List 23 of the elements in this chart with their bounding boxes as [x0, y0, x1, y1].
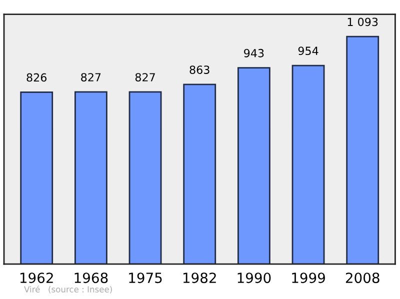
text: Viré	[24, 286, 40, 292]
data-label: 1 093	[348, 18, 378, 26]
data-label: 863	[190, 66, 210, 74]
bar	[183, 84, 216, 264]
x-tick-label: 1982	[183, 272, 216, 284]
x-tick-label: 2008	[346, 272, 380, 284]
bar	[237, 67, 270, 264]
data-label: 943	[244, 48, 264, 58]
bar	[74, 91, 108, 264]
bar	[292, 64, 325, 264]
text: (source : Insee)	[48, 286, 112, 294]
x-tick-label: 1968	[74, 272, 108, 284]
x-tick-label: 1975	[129, 272, 162, 284]
bar	[346, 36, 380, 264]
data-label: 827	[81, 73, 101, 82]
data-label: 954	[298, 46, 318, 56]
data-label: 827	[135, 73, 155, 82]
bar	[128, 91, 162, 264]
x-tick-label: 1999	[292, 272, 325, 284]
bar	[20, 91, 54, 264]
x-tick-label: 1990	[238, 272, 271, 284]
x-tick-label: 1962	[20, 272, 53, 284]
data-label: 826	[26, 73, 47, 82]
